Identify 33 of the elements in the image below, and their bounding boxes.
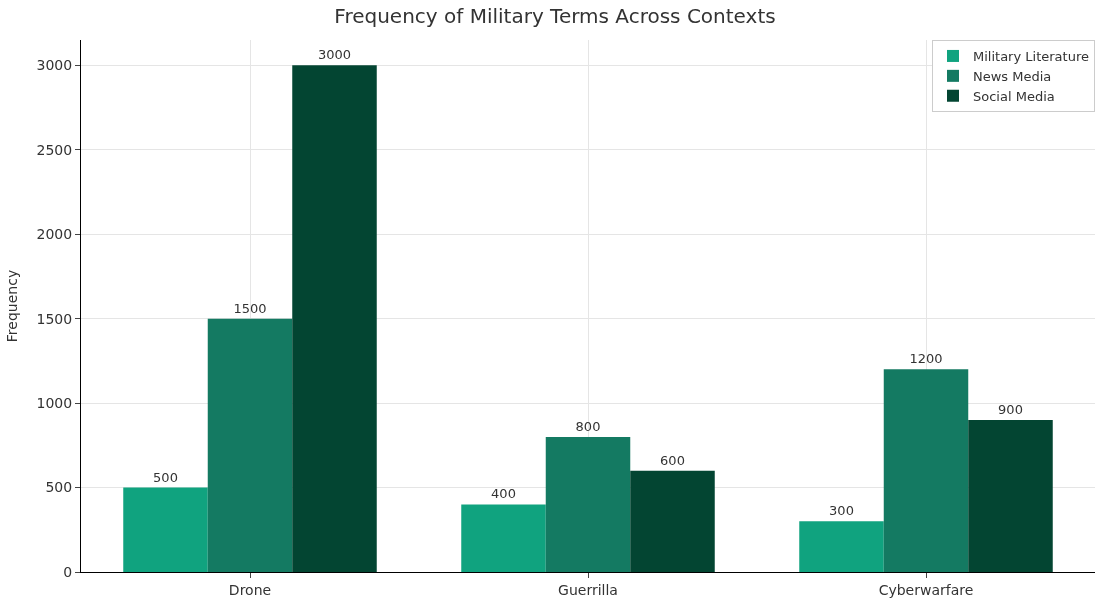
y-tick-label: 1000: [36, 395, 73, 412]
chart-title: Frequency of Military Terms Across Contexts: [334, 4, 776, 29]
bar: [461, 504, 546, 572]
data-label: 800: [575, 418, 601, 434]
x-tick-label: Drone: [228, 581, 272, 598]
data-label: 600: [660, 452, 685, 468]
legend-label: Military Literature: [973, 49, 1089, 65]
y-tick-label: 1500: [36, 310, 73, 327]
y-tick-label: 2500: [36, 141, 73, 158]
bar: [630, 470, 715, 572]
data-label: 500: [153, 469, 178, 485]
bar: [883, 369, 969, 572]
data-label: 1500: [233, 300, 267, 316]
bar: [545, 436, 631, 572]
bar: [292, 65, 377, 572]
data-label: 3000: [317, 47, 352, 63]
bar: [968, 420, 1053, 572]
x-tick-label: Guerrilla: [558, 581, 618, 598]
y-tick-label: 2000: [36, 226, 73, 243]
legend-label: Social Media: [973, 88, 1055, 104]
data-label: 400: [491, 486, 516, 502]
data-label: 1200: [909, 351, 943, 367]
x-tick-label: Cyberwarfare: [878, 581, 974, 598]
data-label: 900: [998, 402, 1023, 417]
bar: [207, 318, 293, 572]
y-tick-label: 500: [45, 479, 73, 496]
legend-label: News Media: [973, 68, 1052, 84]
bar: [123, 487, 208, 572]
y-tick-label: 3000: [36, 57, 73, 74]
y-axis-title: Frequency: [4, 269, 21, 343]
y-tick-label: 0: [63, 563, 73, 580]
bar: [799, 521, 884, 572]
data-label: 300: [829, 503, 854, 519]
